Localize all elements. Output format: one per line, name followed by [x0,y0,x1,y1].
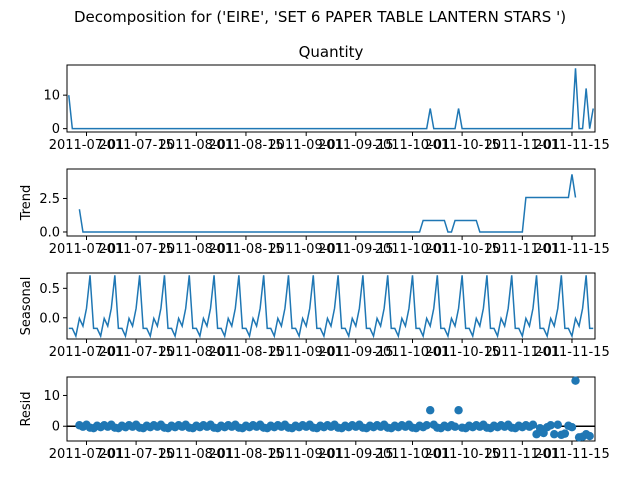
resid-point [560,429,570,438]
series-line-trend [78,174,577,233]
y-tick-label: 0 [52,122,60,137]
x-tick-label: 2011-07-01 [49,138,125,153]
x-tick-label: 2011-10-01 [375,138,451,153]
x-tick-label: 2011-11-01 [485,138,561,153]
resid-point [546,421,555,430]
y-axis-label: Trend [19,185,34,222]
resid-point [585,431,594,441]
x-tick-label: 2011-08-01 [159,242,235,257]
x-tick-label: 2011-08-15 [208,138,284,153]
x-tick-label: 2011-11-15 [534,138,610,153]
x-tick-label: 2011-07-01 [49,447,125,462]
resid-point [426,406,435,415]
x-tick-label: 2011-10-15 [424,345,500,360]
x-tick-label: 2011-10-01 [375,345,451,360]
x-tick-label: 2011-09-01 [268,138,344,153]
axes-frame [66,168,596,237]
y-tick-label: 0.0 [39,311,60,326]
x-tick-label: 2011-09-01 [268,447,344,462]
axes-frame [66,64,596,133]
x-tick-label: 2011-11-15 [534,345,610,360]
series-line-seasonal [68,275,594,339]
x-tick-label: 2011-11-15 [534,242,610,257]
x-tick-label: 2011-09-15 [318,345,394,360]
x-tick-label: 2011-11-15 [534,447,610,462]
panel-title: Quantity [299,43,364,61]
x-tick-label: 2011-09-15 [318,242,394,257]
y-tick-label: 10 [43,389,60,404]
y-tick-label: 2.5 [39,192,60,207]
x-tick-label: 2011-09-15 [318,447,394,462]
x-tick-label: 2011-07-15 [98,447,174,462]
resid-point [454,406,463,415]
resid-point [567,423,577,432]
x-tick-label: 2011-08-15 [208,242,284,257]
resid-point [571,376,580,385]
x-tick-label: 2011-07-15 [98,138,174,153]
resid-point [550,430,559,439]
x-tick-label: 2011-10-01 [375,447,451,462]
x-tick-label: 2011-07-01 [49,242,125,257]
panel-resid: Resid0102011-07-012011-07-152011-08-0120… [19,376,610,462]
x-tick-label: 2011-08-15 [208,447,284,462]
y-tick-label: 0.0 [39,225,60,240]
x-tick-label: 2011-07-01 [49,345,125,360]
y-tick-label: 0.5 [39,282,60,297]
x-tick-label: 2011-10-01 [375,242,451,257]
axes-frame [66,376,596,442]
series-line-observed [68,68,594,130]
resid-point [528,420,538,429]
x-tick-label: 2011-09-15 [318,138,394,153]
resid-point [422,421,431,430]
y-tick-label: 10 [43,89,60,104]
x-tick-label: 2011-08-15 [208,345,284,360]
x-tick-label: 2011-09-01 [268,345,344,360]
x-tick-label: 2011-07-15 [98,345,174,360]
panel-trend: Trend 0.0 2.5 2011-07-012011-07-152011-08-0… [19,168,610,257]
x-tick-label: 2011-08-01 [159,138,235,153]
x-tick-label: 2011-10-15 [424,447,500,462]
x-tick-label: 2011-08-01 [159,345,235,360]
panel-seasonal: Seasonal 0.00.52011-07-012011-07-152011-0… [19,272,610,360]
y-tick-label: 0 [52,420,60,435]
x-tick-label: 2011-11-01 [485,447,561,462]
x-tick-label: 2011-11-01 [485,242,561,257]
figure-suptitle: Decomposition for ('EIRE', 'SET 6 PAPER … [74,8,566,26]
panel-observed: Quantity 0 10 2011-07-012011-07-152011-08-0… [43,43,609,153]
y-axis-label: Resid [19,391,34,426]
x-tick-label: 2011-11-01 [485,345,561,360]
y-axis-label: Seasonal [19,277,34,336]
axes-frame [66,272,596,340]
x-tick-label: 2011-10-15 [424,242,500,257]
x-tick-label: 2011-10-15 [424,138,500,153]
x-tick-label: 2011-08-01 [159,447,235,462]
x-tick-label: 2011-07-15 [98,242,174,257]
resid-point [553,420,562,429]
x-tick-label: 2011-09-01 [268,242,344,257]
resid-point [450,422,460,431]
